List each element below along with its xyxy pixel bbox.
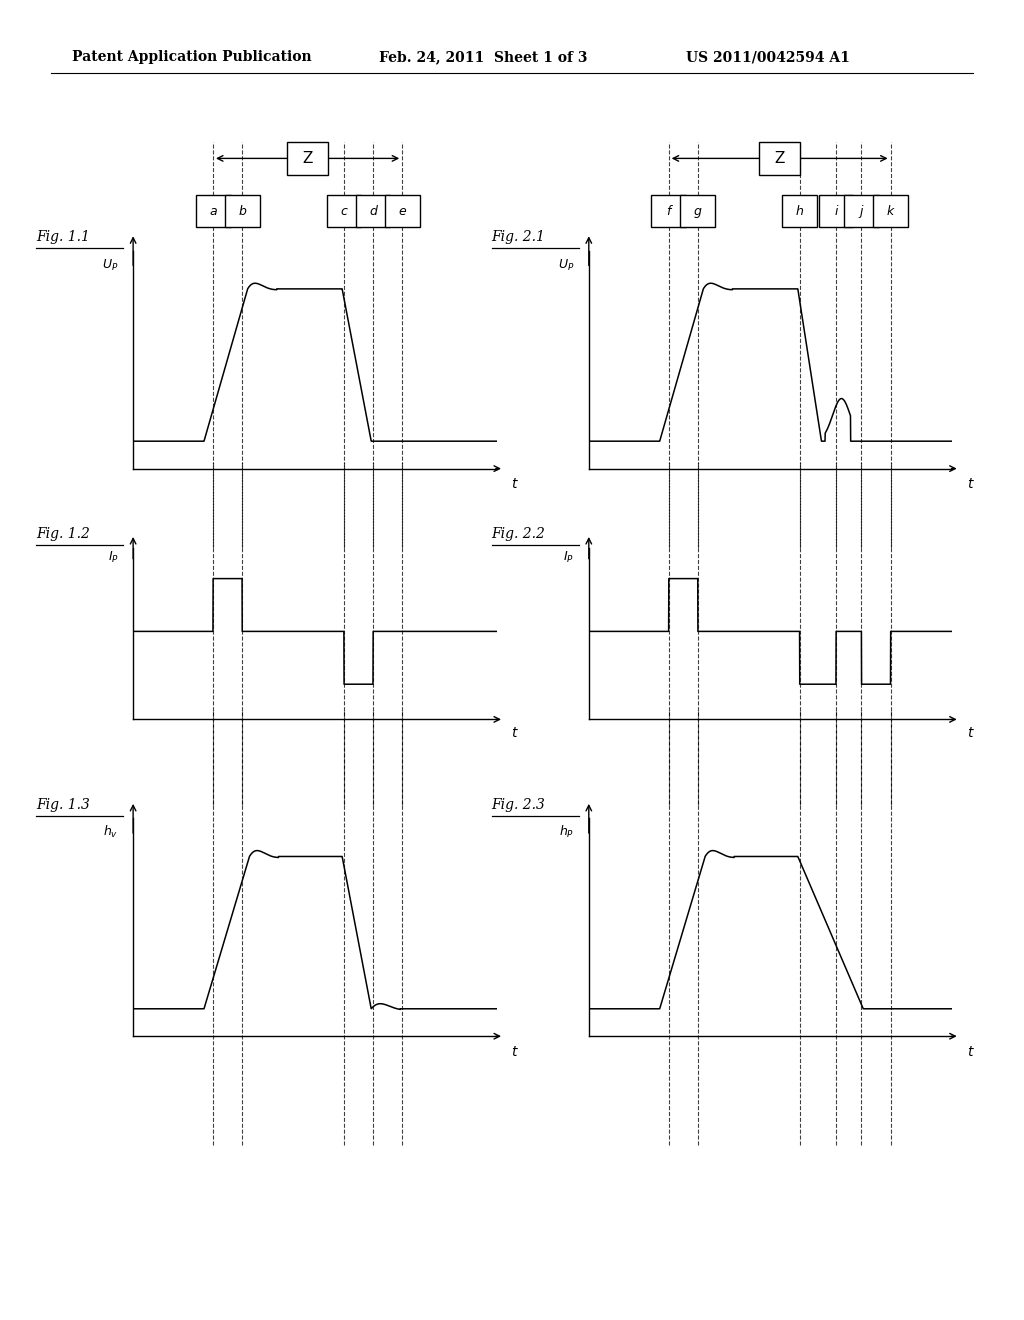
Text: t: t <box>967 726 973 741</box>
Text: Feb. 24, 2011  Sheet 1 of 3: Feb. 24, 2011 Sheet 1 of 3 <box>379 50 588 65</box>
Text: Fig. 1.3: Fig. 1.3 <box>36 797 90 812</box>
Text: US 2011/0042594 A1: US 2011/0042594 A1 <box>686 50 850 65</box>
Text: $I_P$: $I_P$ <box>563 550 574 565</box>
Text: k: k <box>887 205 894 218</box>
Text: t: t <box>511 478 517 491</box>
Text: $h_v$: $h_v$ <box>103 824 119 840</box>
Text: Z: Z <box>302 150 312 166</box>
Text: $U_P$: $U_P$ <box>102 257 119 272</box>
Text: a: a <box>209 205 217 218</box>
Text: e: e <box>398 205 406 218</box>
Text: $U_P$: $U_P$ <box>558 257 574 272</box>
Text: c: c <box>341 205 347 218</box>
Text: $I_P$: $I_P$ <box>108 550 119 565</box>
Text: b: b <box>239 205 246 218</box>
Text: $h_P$: $h_P$ <box>559 824 574 840</box>
Text: g: g <box>694 205 701 218</box>
Text: t: t <box>967 478 973 491</box>
Text: t: t <box>967 1045 973 1059</box>
Text: Patent Application Publication: Patent Application Publication <box>72 50 311 65</box>
Text: Z: Z <box>774 150 784 166</box>
Text: d: d <box>369 205 377 218</box>
Text: t: t <box>511 1045 517 1059</box>
Text: Fig. 1.1: Fig. 1.1 <box>36 230 90 244</box>
Text: j: j <box>860 205 863 218</box>
Text: t: t <box>511 726 517 741</box>
Text: Fig. 1.2: Fig. 1.2 <box>36 527 90 541</box>
Text: Fig. 2.1: Fig. 2.1 <box>492 230 546 244</box>
Text: i: i <box>835 205 838 218</box>
Text: Fig. 2.2: Fig. 2.2 <box>492 527 546 541</box>
Text: h: h <box>796 205 804 218</box>
Text: Fig. 2.3: Fig. 2.3 <box>492 797 546 812</box>
Text: f: f <box>667 205 671 218</box>
